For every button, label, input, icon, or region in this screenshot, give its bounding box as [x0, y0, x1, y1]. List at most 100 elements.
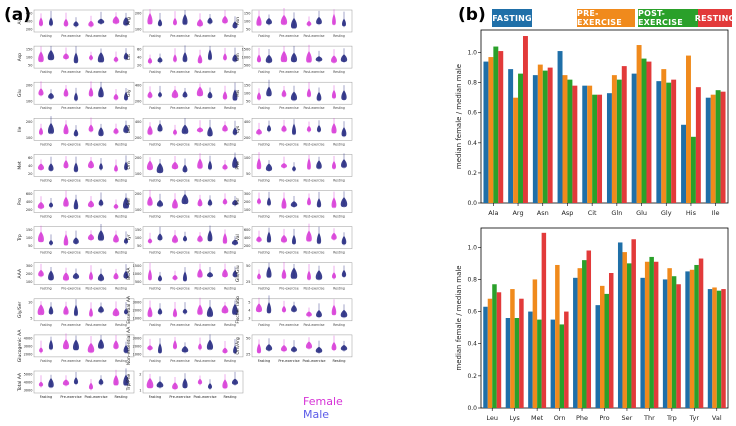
violin-panel-frame: [33, 154, 135, 177]
violin-xtick: Pre-exercise: [279, 323, 298, 327]
violin-xtick: Fasting: [258, 359, 270, 363]
bar: [537, 64, 543, 203]
violin-ytick: 100: [135, 208, 142, 212]
violin-ytick: 150: [244, 84, 251, 88]
violin-panel-frame: [142, 298, 244, 322]
violin-xtick: Fasting: [40, 323, 51, 327]
violin-ytick: 150: [26, 228, 33, 232]
violin-ytick: 600: [26, 192, 33, 196]
x-tick-label: Ala: [488, 209, 498, 217]
violin-ylabel: Tyr: [126, 234, 132, 242]
legend-resting: RESTING: [695, 9, 735, 27]
bar: [715, 90, 721, 203]
violin-ytick: 3000: [133, 336, 142, 340]
violin-ylabel: Orn: [126, 161, 132, 169]
violin-ytick: 25: [246, 352, 250, 356]
bar: [562, 75, 568, 203]
violin-ytick: 50: [28, 64, 32, 68]
bar: [644, 261, 650, 408]
violin-xtick: Pre-exercise: [61, 34, 80, 38]
bar: [611, 75, 617, 203]
bar: [483, 306, 488, 408]
violin-xtick: Fasting: [149, 215, 160, 219]
violin-ytick: 1000: [133, 316, 142, 320]
bar: [532, 75, 538, 203]
bar: [573, 277, 578, 408]
violin-ytick: 100: [244, 208, 251, 212]
violin-xtick: Resting: [224, 106, 236, 110]
violin-xtick: Post-exercise: [195, 70, 216, 74]
violin-panel-frame: [33, 190, 135, 213]
violin-xtick: Post-exercise: [302, 359, 325, 363]
bar: [582, 85, 588, 203]
violin-xtick: Pre-exercise: [169, 395, 190, 399]
violin-ytick: 400: [244, 236, 251, 240]
violin-ylabel: Essential AA: [126, 295, 132, 324]
bar: [604, 293, 609, 408]
y-tick-label: 0.6: [467, 309, 477, 316]
violin-panel-frame: [251, 226, 353, 249]
bar: [528, 311, 533, 408]
violin-panel-frame: [33, 370, 135, 394]
violin-xtick: Post-exercise: [195, 287, 216, 291]
violin-ylabel: Ser: [126, 198, 132, 206]
violin-ytick: 50: [246, 28, 250, 32]
violin-xtick: Pre-exercise: [61, 359, 80, 363]
violin-xtick: Pre-exercise: [279, 70, 298, 74]
violin-xtick: Post-exercise: [195, 359, 216, 363]
violin-xtick: Fasting: [40, 70, 51, 74]
violin-xtick: Resting: [224, 359, 236, 363]
violin-ytick: 1000: [133, 272, 142, 276]
violin-xtick: Pre-exercise: [170, 142, 189, 146]
violin-xtick: Resting: [333, 178, 345, 182]
violin-xtick: Fasting: [149, 106, 160, 110]
violin-ytick: 200: [26, 28, 33, 32]
violin-panel-frame: [251, 9, 353, 33]
violin-ytick: 600: [244, 228, 251, 232]
violin-xtick: Fasting: [258, 251, 269, 255]
violin-ytick: 25: [246, 280, 250, 284]
violin-xtick: Resting: [224, 34, 236, 38]
bar: [705, 97, 711, 203]
bar: [690, 136, 696, 203]
violin-ylabel: Ala: [17, 17, 23, 24]
violin-ylabel: Asp: [17, 53, 23, 61]
x-tick-label: Gly: [661, 209, 672, 217]
violin-ytick: 200: [26, 84, 33, 88]
violin-ytick: 200: [135, 100, 142, 104]
violin-ytick: 300: [244, 192, 251, 196]
y-tick-label: 0.0: [467, 200, 477, 207]
bar: [496, 292, 502, 408]
violin-ytick: 4: [248, 308, 251, 312]
legend-fasting: FASTING: [492, 9, 532, 27]
violin-ylabel: Arg: [126, 17, 132, 25]
bar: [631, 73, 637, 203]
violin-ytick: 60: [137, 48, 141, 52]
x-tick-label: Thr: [643, 414, 655, 422]
violin-xtick: Resting: [333, 34, 345, 38]
violin-xtick: Resting: [224, 215, 236, 219]
y-axis-label: median female / median male: [455, 64, 463, 169]
violin-xtick: Fasting: [149, 323, 160, 327]
bar: [487, 298, 493, 408]
violin-xtick: Resting: [333, 251, 345, 255]
violin-ylabel: Trp/Phe: [126, 373, 132, 391]
bar: [493, 46, 499, 204]
violin-ytick: 2000: [133, 308, 142, 312]
violin-panel-frame: [33, 9, 135, 33]
violin-xtick: Resting: [333, 106, 345, 110]
violin-xtick: Pre-exercise: [279, 287, 298, 291]
bar: [662, 279, 668, 408]
violin-xtick: Fasting: [149, 34, 160, 38]
x-tick-label: Asn: [537, 209, 549, 217]
bar: [498, 51, 504, 204]
violin-xtick: Post-exercise: [86, 106, 107, 110]
bar: [621, 66, 627, 204]
violin-ytick: 200: [26, 120, 33, 124]
violin-panel-frame: [142, 154, 244, 177]
violin-ytick: 200: [135, 156, 142, 160]
violin-xtick: Pre-exercise: [279, 106, 298, 110]
bar: [671, 276, 677, 408]
violin-xtick: Resting: [115, 359, 127, 363]
violin-ylabel: Gly/Ser: [17, 301, 23, 318]
